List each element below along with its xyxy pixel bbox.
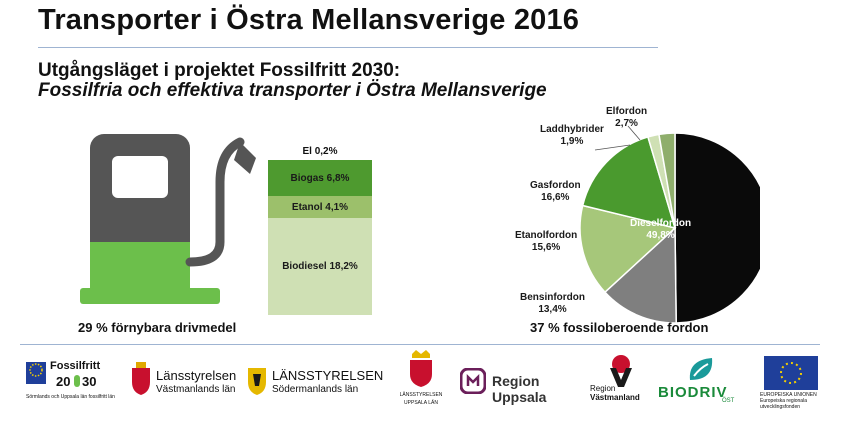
- biodriv-sub: ÖST: [722, 398, 735, 404]
- logo-biodriv: BIODRIV ÖST: [656, 356, 746, 408]
- pie-leader-line-1: [627, 125, 641, 141]
- fossilfritt-text: Fossilfritt: [50, 360, 101, 372]
- logo-eu: EUROPEISKA UNIONEN Europeiska regionala …: [760, 356, 830, 412]
- biodriv-leaf-icon: [689, 358, 713, 380]
- fossilfritt-small: Sörmlands och Uppsala län fossilfritt lä…: [26, 394, 115, 400]
- logo-region-uppsala: Region Uppsala: [460, 368, 580, 405]
- pie-label-bensinfordon: Bensinfordon 13,4%: [520, 292, 585, 315]
- eu-flag-small-icon: [26, 362, 46, 390]
- eu-line1: EUROPEISKA UNIONEN: [760, 392, 817, 398]
- fuel-segment-0: Biogas 6,8%: [268, 160, 372, 197]
- pie-label-elfordon: Elfordon 2,7%: [606, 106, 648, 129]
- lst-vm-name: Länsstyrelsen: [156, 368, 237, 383]
- pie-label-gasfordon: Gasfordon 16,6%: [530, 180, 581, 203]
- vehicle-pie-chart: [579, 125, 760, 324]
- logo-lansstyrelsen-vastmanland: Länsstyrelsen Västmanlands län: [130, 356, 242, 406]
- fuel-caption: 29 % förnybara drivmedel: [78, 320, 237, 335]
- footer-divider: [20, 344, 820, 345]
- title-divider: [38, 47, 658, 48]
- fossilfritt-year-b: 30: [82, 374, 97, 389]
- page-title: Transporter i Östra Mellansverige 2016: [38, 4, 580, 36]
- fuel-stack: Biogas 6,8% Etanol 4,1% Biodiesel 18,2%: [268, 160, 372, 315]
- pie-label-laddhybrider: Laddhybrider 1,9%: [540, 124, 604, 147]
- eu-flag-icon: [764, 356, 818, 390]
- fuel-drop-icon: [74, 375, 80, 387]
- pie-slice-dieselfordon: [674, 132, 760, 324]
- logo-region-vastmanland: Region Västmanland: [588, 354, 652, 410]
- subtitle-main: Utgångsläget i projektet Fossilfritt 203…: [38, 60, 401, 81]
- biodriv-text: BIODRIV: [658, 384, 728, 401]
- griffin-shield-icon: [248, 368, 266, 395]
- region-vm-line2: Västmanland: [590, 393, 640, 402]
- region-uppsala-mark-icon: [460, 368, 486, 394]
- region-uppsala-text: Region Uppsala: [492, 373, 547, 405]
- lst-sm-region: Södermanlands län: [272, 384, 359, 395]
- pie-label-dieselfordon: Dieselfordon 49,8%: [630, 218, 692, 241]
- eu-line2: Europeiska regionala: [760, 398, 807, 404]
- eu-line3: utvecklingsfonden: [760, 404, 801, 410]
- crowned-shield-icon: [410, 350, 432, 387]
- pie-caption: 37 % fossiloberoende fordon: [530, 320, 709, 335]
- pie-leader-line-0: [594, 144, 631, 151]
- logo-lansstyrelsen-uppsala: LÄNSSTYRELSEN UPPSALA LÄN: [394, 350, 448, 412]
- fuel-segment-2: Biodiesel 18,2%: [268, 218, 372, 315]
- el-label: El 0,2%: [302, 146, 338, 157]
- subtitle-italic: Fossilfria och effektiva transporter i Ö…: [38, 80, 547, 101]
- lst-u-name: LÄNSSTYRELSEN: [399, 392, 443, 398]
- pie-slice-elfordon: [658, 132, 676, 229]
- fuel-pump-icon: [80, 134, 256, 304]
- coat-of-arms-icon: [132, 362, 150, 395]
- lst-u-region: UPPSALA LÄN: [404, 400, 438, 406]
- fossilfritt-year-a: 20: [56, 374, 71, 389]
- fuel-segment-1: Etanol 4,1%: [268, 196, 372, 219]
- lst-sm-name: LÄNSSTYRELSEN: [272, 368, 384, 383]
- region-vastmanland-mark-icon: [610, 355, 632, 387]
- lst-vm-region: Västmanlands län: [156, 384, 236, 395]
- pie-label-etanolfordon: Etanolfordon 15,6%: [515, 230, 578, 253]
- pie-slice-bensinfordon: [603, 226, 677, 324]
- logo-lansstyrelsen-sodermanland: LÄNSSTYRELSEN Södermanlands län: [246, 356, 383, 406]
- pie-slice-gasfordon: [581, 136, 677, 230]
- region-vm-line1: Region: [590, 384, 616, 393]
- pie-slice-etanolfordon: [579, 204, 677, 294]
- logo-fossilfritt: Fossilfritt 20 30 Sörmlands och Uppsala …: [24, 356, 128, 406]
